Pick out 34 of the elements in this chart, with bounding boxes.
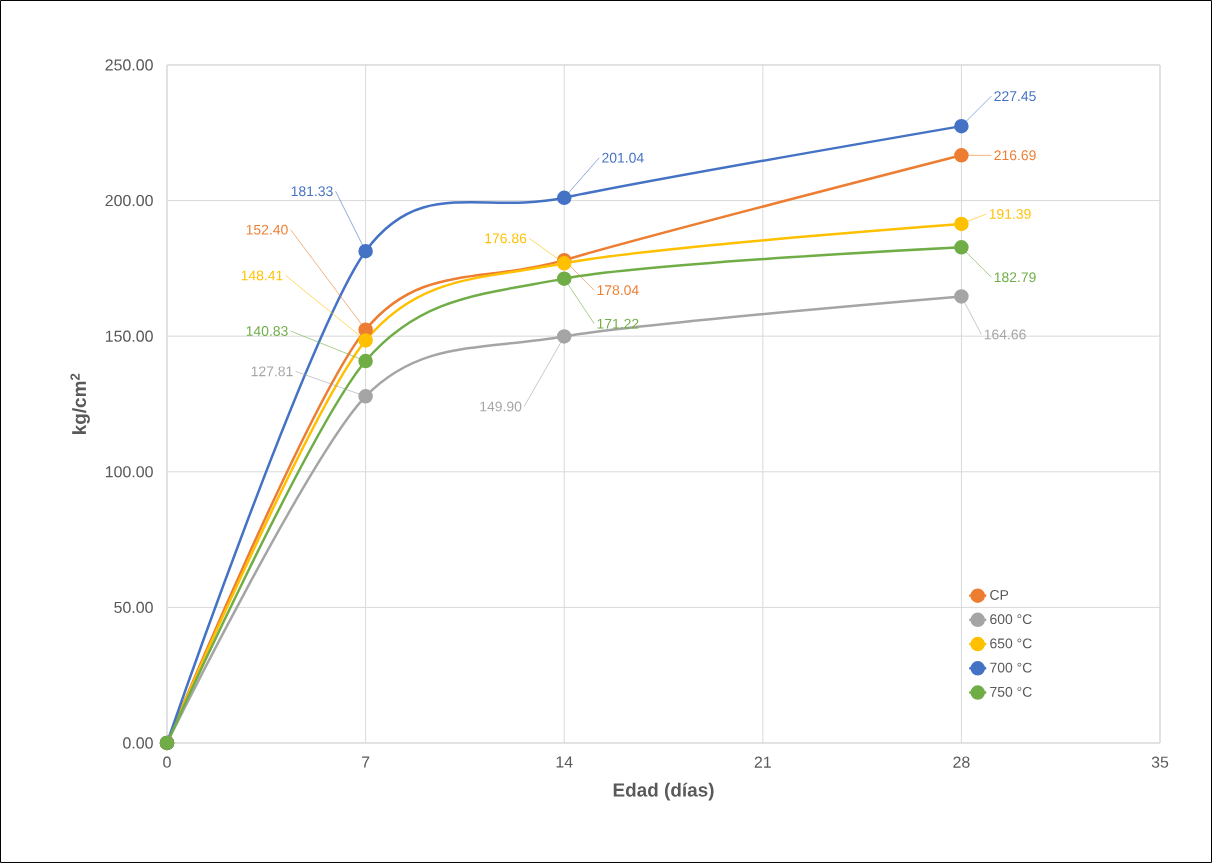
data-label: 191.39 [989, 208, 1031, 219]
x-tick-label: 21 [754, 756, 771, 768]
data-label: 178.04 [597, 285, 639, 296]
y-tick-label: 200.00 [105, 194, 153, 207]
legend-label: 750 °C [990, 686, 1032, 697]
x-tick-label: 7 [361, 756, 370, 768]
legend-label: 700 °C [990, 662, 1032, 673]
y-tick-label: 150.00 [105, 330, 153, 342]
y-tick-label: 0.00 [123, 737, 153, 749]
data-label: 182.79 [994, 272, 1036, 283]
y-tick-label: 50.00 [114, 601, 153, 614]
y-axis-title: kg/cm$^{2}$ [70, 373, 90, 434]
y-tick-label: 250.00 [105, 59, 153, 71]
data-label: 216.69 [994, 150, 1036, 161]
data-label: 140.83 [246, 326, 288, 336]
legend-label: 600 °C [990, 614, 1032, 625]
data-label: 152.40 [246, 224, 288, 235]
x-tick-label: 14 [556, 756, 573, 768]
data-label: 227.45 [994, 91, 1036, 102]
x-tick-label: 0 [163, 756, 171, 768]
data-label: 201.04 [602, 152, 644, 163]
data-label: 127.81 [251, 366, 293, 377]
data-label: 171.22 [597, 318, 639, 329]
legend-label: 650 °C [990, 638, 1032, 649]
x-tick-label: 28 [953, 756, 970, 768]
legend-label: CP [990, 590, 1009, 600]
data-label: 181.33 [291, 186, 333, 197]
x-tick-label: 35 [1151, 756, 1169, 768]
x-axis-title: Edad (días) [613, 782, 714, 801]
data-label: 149.90 [480, 401, 522, 412]
data-label: 148.41 [241, 270, 283, 281]
data-label: 176.86 [485, 233, 527, 244]
data-label: 164.66 [984, 329, 1026, 340]
y-tick-label: 100.00 [105, 466, 153, 478]
